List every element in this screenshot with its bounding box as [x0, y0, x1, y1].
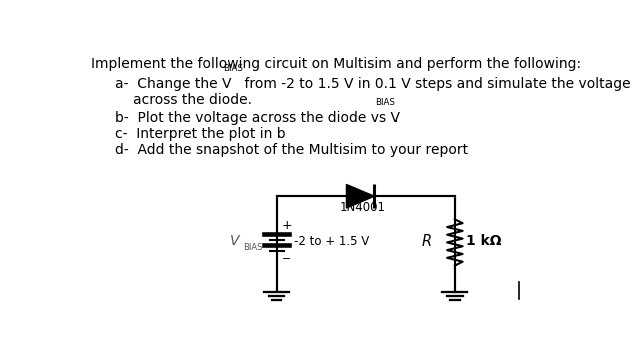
Text: b-  Plot the voltage across the diode vs V: b- Plot the voltage across the diode vs … — [114, 111, 399, 125]
Text: .: . — [393, 111, 398, 125]
Text: BIAS: BIAS — [222, 64, 243, 73]
Text: BIAS: BIAS — [375, 98, 395, 107]
Text: d-  Add the snapshot of the Multisim to your report: d- Add the snapshot of the Multisim to y… — [114, 143, 468, 157]
Text: from -2 to 1.5 V in 0.1 V steps and simulate the voltage: from -2 to 1.5 V in 0.1 V steps and simu… — [240, 77, 631, 91]
Text: Implement the following circuit on Multisim and perform the following:: Implement the following circuit on Multi… — [92, 57, 581, 71]
Text: -2 to + 1.5 V: -2 to + 1.5 V — [294, 235, 369, 248]
Text: 1N4001: 1N4001 — [340, 201, 386, 214]
Text: BIAS: BIAS — [243, 243, 263, 252]
Text: $V$: $V$ — [229, 234, 241, 248]
Polygon shape — [346, 184, 374, 208]
Text: 1 kΩ: 1 kΩ — [466, 234, 501, 248]
Text: $R$: $R$ — [421, 233, 432, 249]
Text: across the diode.: across the diode. — [133, 93, 252, 107]
Text: −: − — [282, 254, 291, 264]
Text: a-  Change the V: a- Change the V — [114, 77, 231, 91]
Text: c-  Interpret the plot in b: c- Interpret the plot in b — [114, 127, 285, 141]
Text: +: + — [282, 219, 293, 232]
